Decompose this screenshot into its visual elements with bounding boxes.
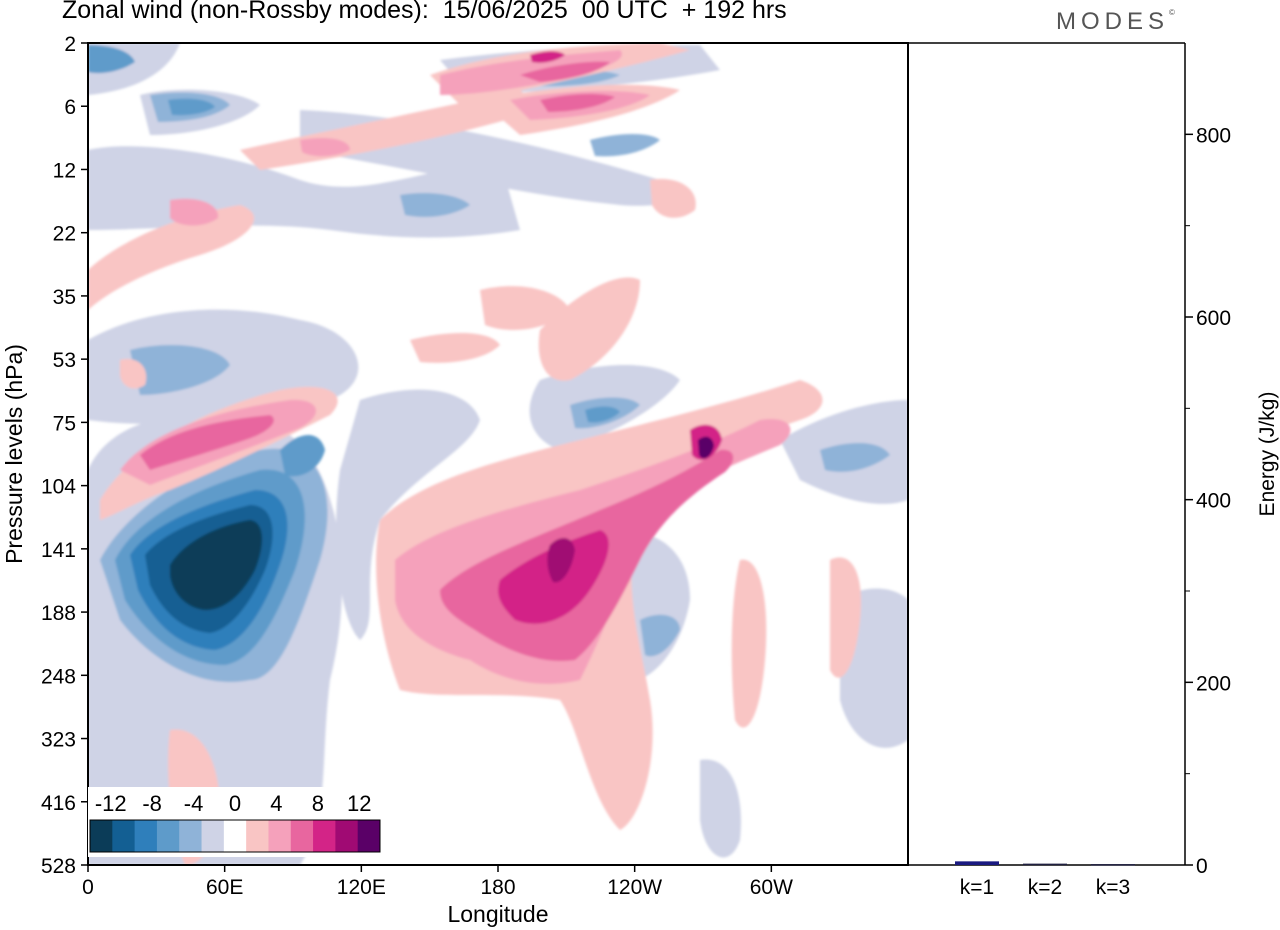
colorbar-label: -4: [184, 791, 204, 816]
y-tick-label: 188: [41, 602, 76, 625]
energy-axis-label: Energy (J/kg): [1256, 392, 1279, 517]
x-tick-label: 0: [82, 876, 94, 899]
energy-category-label: k=2: [1028, 876, 1062, 899]
colorbar-frame: [89, 819, 381, 853]
chart-title: Zonal wind (non-Rossby modes): 15/06/202…: [62, 0, 787, 24]
y-axis: 2 6 12 22 35 53 75 104 141 188 248 323 416 528: [41, 33, 88, 878]
colorbar-swatch: [179, 820, 203, 852]
energy-category-label: k=1: [960, 876, 994, 899]
colorbar-label: 12: [347, 791, 371, 816]
colorbar-swatch: [201, 820, 225, 852]
energy-bar: [955, 861, 999, 865]
y-axis-label: Pressure levels (hPa): [1, 344, 27, 564]
energy-panel: 0 200 400 600 800 k=1 k=2 k=3: [955, 124, 1231, 899]
colorbar-swatch: [335, 820, 359, 852]
colorbar-swatch: [90, 820, 113, 852]
y-tick-label: 248: [41, 665, 76, 688]
colorbar-swatch: [357, 820, 381, 852]
energy-tick-label: 0: [1196, 855, 1208, 878]
x-tick-label: 180: [480, 876, 515, 899]
energy-tick-label: 600: [1196, 307, 1231, 330]
y-tick-label: 2: [64, 33, 76, 56]
colorbar-swatch: [134, 820, 158, 852]
colorbar-label: 0: [229, 791, 241, 816]
colorbar-swatch: [290, 820, 314, 852]
x-axis-label: Longitude: [447, 901, 548, 927]
colorbar-label: -8: [142, 791, 162, 816]
energy-bar: [1023, 863, 1067, 866]
wind-field: [88, 43, 908, 865]
energy-bar: [1091, 864, 1135, 866]
colorbar-swatch: [156, 820, 180, 852]
y-tick-label: 6: [64, 96, 76, 119]
energy-tick-label: 200: [1196, 672, 1231, 695]
y-tick-label: 323: [41, 729, 76, 752]
y-tick-label: 528: [41, 855, 76, 878]
colorbar-swatch: [223, 820, 247, 852]
x-tick-label: 120E: [337, 876, 386, 899]
y-tick-label: 35: [53, 286, 76, 309]
y-tick-label: 22: [53, 223, 76, 246]
y-tick-label: 104: [41, 476, 76, 499]
y-tick-label: 75: [53, 412, 76, 435]
logo-mark: ©: [1169, 8, 1175, 17]
colorbar-swatch: [112, 820, 136, 852]
colorbar-label: 8: [312, 791, 324, 816]
colorbar-swatch: [268, 820, 292, 852]
energy-tick-label: 400: [1196, 490, 1231, 513]
x-tick-label: 60E: [206, 876, 243, 899]
x-axis: 0 60E 120E 180 120W 60W: [82, 865, 793, 899]
colorbar: -12 -8 -4 0 4 8 12: [88, 787, 382, 857]
x-tick-label: 120W: [607, 876, 662, 899]
y-tick-label: 12: [53, 159, 76, 182]
colorbar-swatch: [246, 820, 269, 852]
modes-logo: MODES©: [1056, 8, 1175, 36]
colorbar-label: -12: [95, 791, 127, 816]
x-tick-label: 60W: [750, 876, 793, 899]
colorbar-label: 4: [270, 791, 282, 816]
y-tick-label: 141: [41, 539, 76, 562]
energy-tick-label: 800: [1196, 124, 1231, 147]
y-tick-label: 53: [53, 349, 76, 372]
y-tick-label: 416: [41, 792, 76, 815]
logo-text: MODES: [1056, 8, 1170, 35]
energy-category-label: k=3: [1096, 876, 1130, 899]
colorbar-swatch: [313, 820, 336, 852]
